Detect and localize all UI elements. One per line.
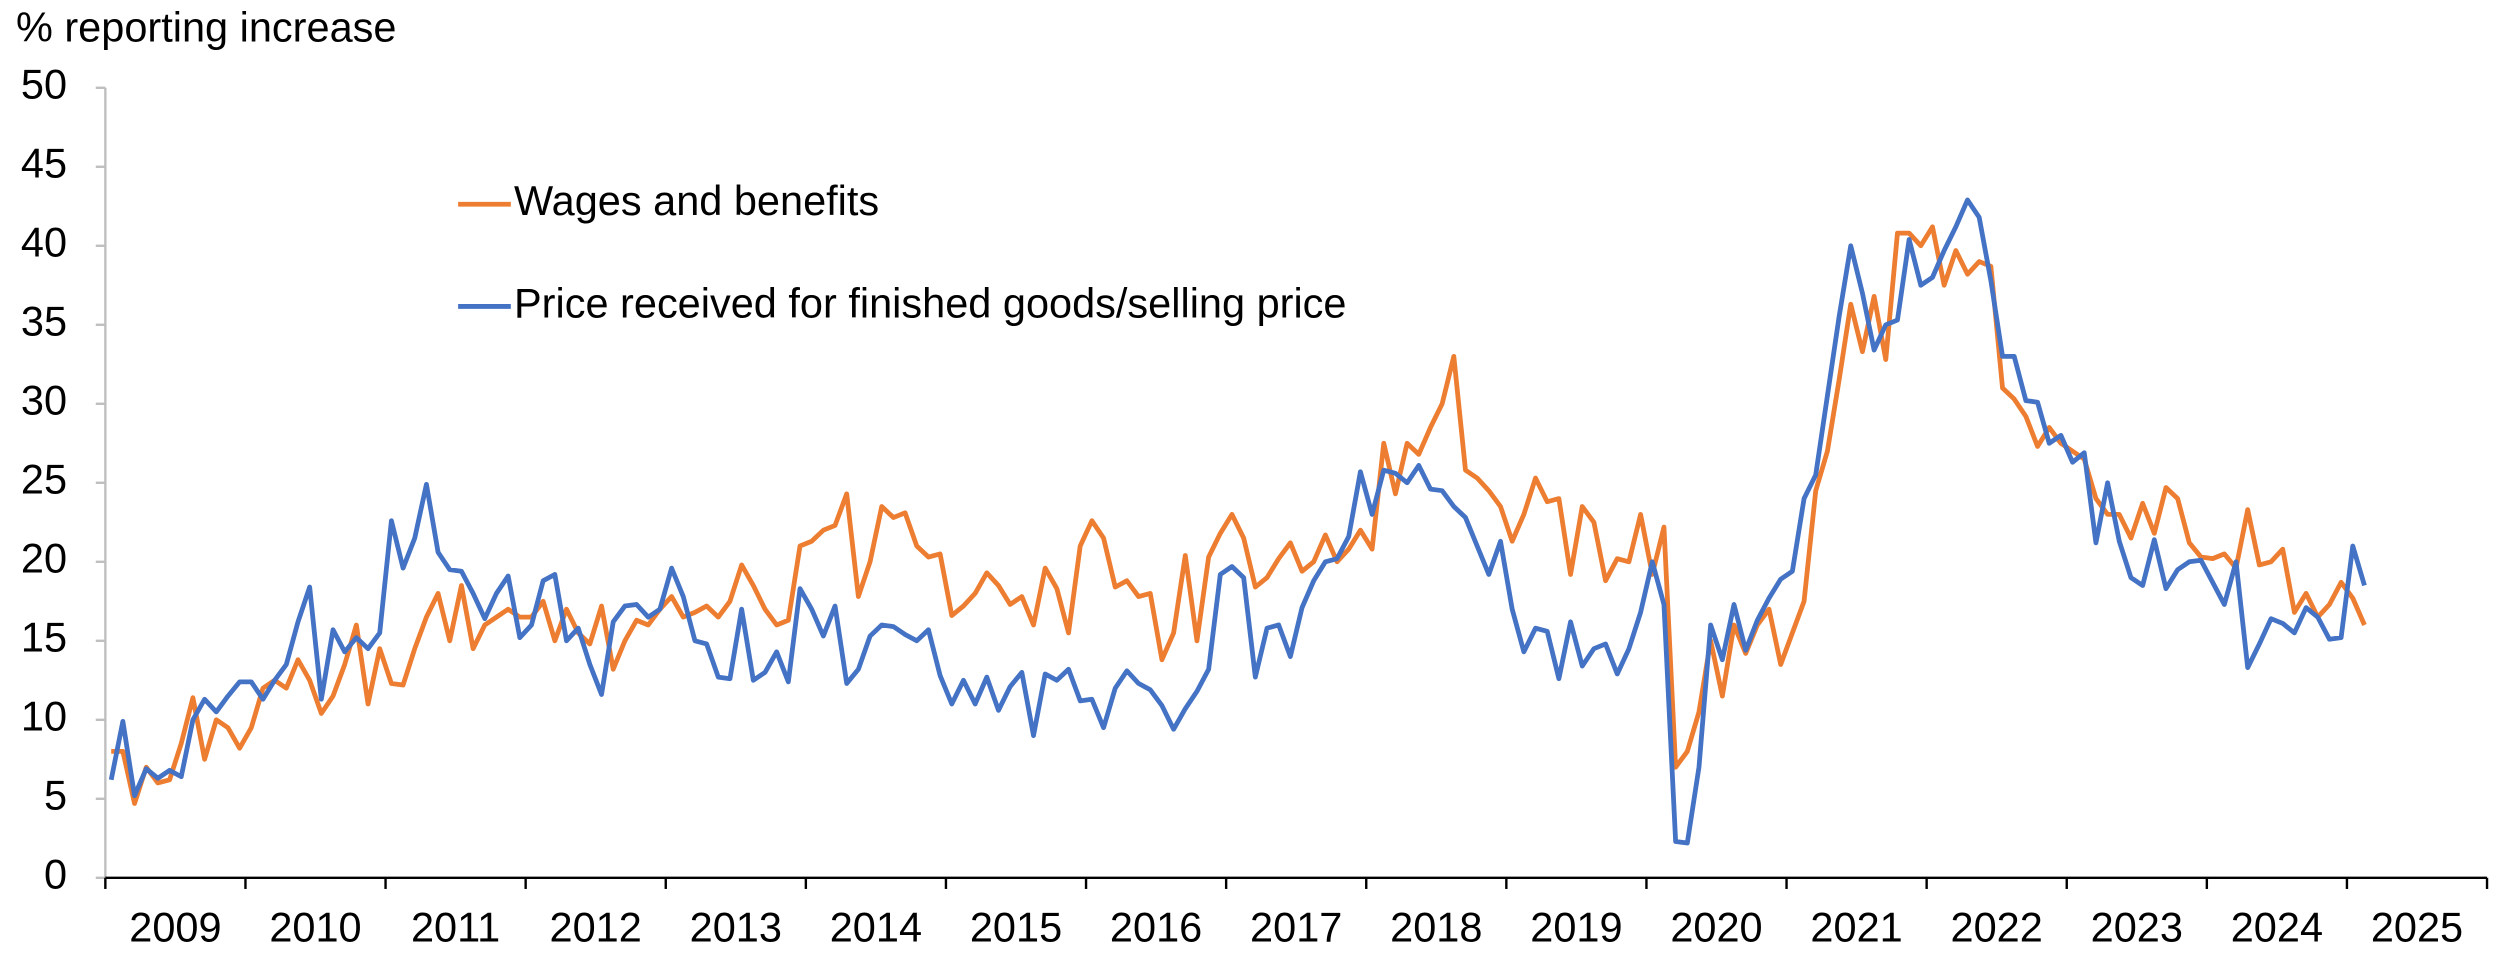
x-tick-label: 2025 <box>2371 903 2463 950</box>
legend-label: Wages and benefits <box>514 177 879 224</box>
y-tick-label: 20 <box>21 535 67 582</box>
x-tick-label: 2018 <box>1390 903 1482 950</box>
y-axis-label: % reporting increase <box>16 3 397 50</box>
series-line <box>108 197 2367 846</box>
x-tick-label: 2009 <box>129 903 221 950</box>
y-tick-label: 5 <box>44 772 67 819</box>
x-tick-label: 2010 <box>269 903 361 950</box>
x-tick-label: 2016 <box>1110 903 1202 950</box>
y-tick-label: 0 <box>44 851 67 898</box>
y-tick-label: 40 <box>21 219 67 266</box>
y-tick-label: 35 <box>21 298 67 345</box>
y-tick-label: 25 <box>21 456 67 503</box>
legend-label: Price received for finished goods/sellin… <box>514 279 1347 326</box>
y-tick-label: 50 <box>21 61 67 108</box>
y-tick-label: 10 <box>21 693 67 740</box>
x-tick-label: 2012 <box>550 903 642 950</box>
y-tick-label: 15 <box>21 614 67 661</box>
x-tick-label: 2020 <box>1670 903 1762 950</box>
y-tick-label: 30 <box>21 377 67 424</box>
x-tick-label: 2019 <box>1530 903 1622 950</box>
x-tick-label: 2021 <box>1810 903 1902 950</box>
x-tick-label: 2013 <box>690 903 782 950</box>
x-tick-label: 2017 <box>1250 903 1342 950</box>
x-tick-label: 2023 <box>2091 903 2183 950</box>
x-tick-label: 2011 <box>411 903 500 950</box>
x-tick-label: 2015 <box>970 903 1062 950</box>
x-tick-label: 2022 <box>1951 903 2043 950</box>
x-tick-label: 2014 <box>830 903 922 950</box>
y-tick-label: 45 <box>21 140 67 187</box>
x-tick-label: 2024 <box>2231 903 2323 950</box>
